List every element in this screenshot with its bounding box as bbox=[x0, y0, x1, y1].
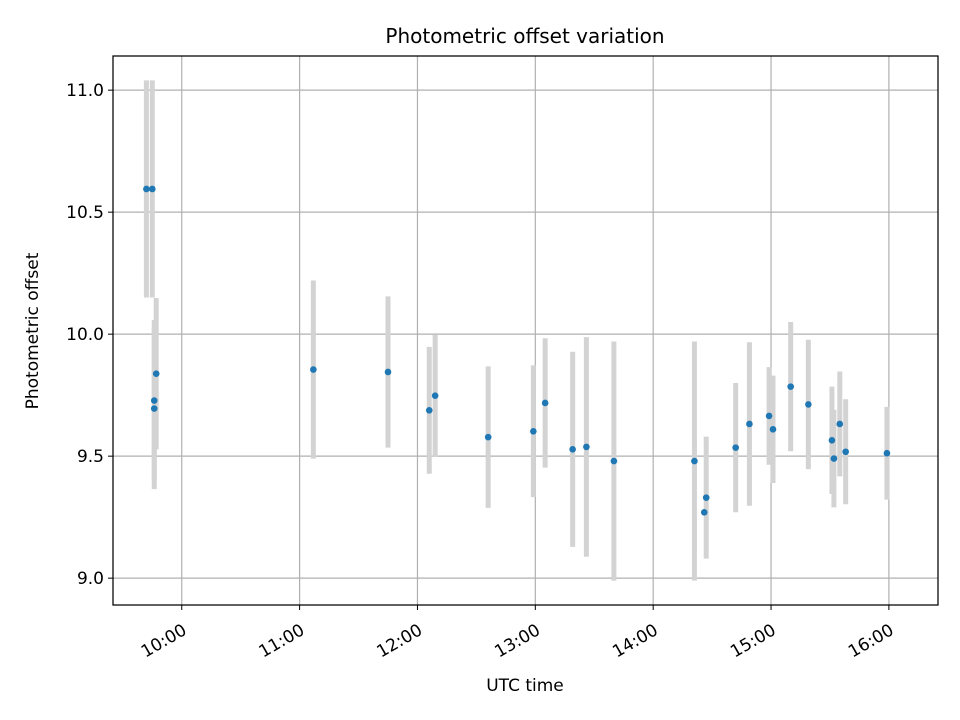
y-tick-label: 9.0 bbox=[77, 569, 104, 589]
data-point bbox=[152, 370, 160, 377]
data-point bbox=[569, 446, 576, 453]
data-point bbox=[484, 433, 492, 441]
data-point bbox=[530, 427, 537, 435]
x-axis-label: UTC time bbox=[486, 676, 564, 696]
data-point bbox=[425, 406, 433, 414]
y-tick-label: 10.0 bbox=[66, 325, 104, 345]
data-point bbox=[583, 443, 590, 451]
data-point bbox=[787, 383, 794, 390]
y-axis-label: Photometric offset bbox=[23, 252, 43, 409]
y-tick-label: 9.5 bbox=[77, 447, 104, 467]
data-point bbox=[828, 437, 836, 444]
data-point bbox=[830, 455, 838, 462]
data-point bbox=[143, 185, 150, 193]
data-point bbox=[431, 392, 439, 399]
data-point bbox=[732, 444, 739, 451]
y-tick-label: 11.0 bbox=[66, 81, 104, 101]
chart-title: Photometric offset variation bbox=[385, 24, 664, 48]
data-point bbox=[883, 449, 891, 457]
data-point bbox=[310, 366, 317, 373]
data-point bbox=[150, 405, 158, 412]
data-point bbox=[836, 420, 844, 428]
y-tick-label: 10.5 bbox=[66, 203, 104, 223]
data-point bbox=[842, 448, 849, 456]
grid bbox=[113, 56, 938, 605]
data-point bbox=[384, 368, 392, 376]
data-points bbox=[143, 185, 891, 516]
data-point bbox=[702, 494, 710, 501]
data-point bbox=[541, 399, 549, 407]
data-point bbox=[765, 412, 773, 420]
data-point bbox=[148, 185, 156, 193]
data-point bbox=[610, 457, 618, 465]
data-point bbox=[769, 426, 777, 433]
data-point bbox=[150, 397, 158, 404]
data-point bbox=[805, 401, 812, 408]
data-point bbox=[700, 508, 708, 516]
plot-frame bbox=[112, 55, 939, 606]
data-point bbox=[691, 457, 698, 465]
data-point bbox=[746, 420, 753, 428]
